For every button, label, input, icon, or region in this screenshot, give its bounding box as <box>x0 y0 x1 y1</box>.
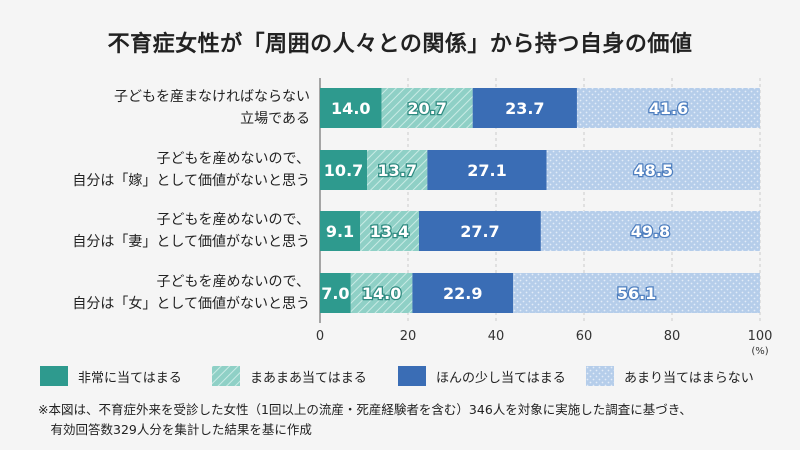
category-label: 子どもを産めないので、 自分は「妻」として価値がないと思う <box>72 212 310 250</box>
bar-segment <box>419 211 541 251</box>
bar-segment <box>513 273 760 313</box>
bar-segment <box>427 150 547 190</box>
data-label: 49.8 <box>631 222 670 241</box>
data-label: 27.1 <box>467 161 506 180</box>
bar-segment <box>320 273 351 313</box>
data-label: 20.7 <box>407 99 446 118</box>
legend-label: あまり当てはまらない <box>624 370 754 386</box>
category-label: 子どもを産まなければならない 立場である <box>114 89 310 127</box>
x-tick-label: 20 <box>400 329 417 344</box>
data-label: 13.4 <box>370 222 409 241</box>
plot-area: 14.0 20.7 23.7 41.6 10.7 13.7 27.1 48.5 9.1 13.4 2… <box>316 78 773 357</box>
bar-segment <box>367 150 428 190</box>
data-label: 10.7 <box>324 161 363 180</box>
data-label: 14.0 <box>362 284 401 303</box>
data-label: 56.1 <box>617 284 656 303</box>
x-tick-label: 40 <box>488 329 505 344</box>
x-unit-label: (%) <box>751 346 768 357</box>
bar-segment <box>381 88 473 128</box>
bar-segment <box>472 88 577 128</box>
bar-segment <box>546 150 760 190</box>
legend-swatch <box>40 366 68 386</box>
legend-item: まあまあ当てはまる <box>212 366 367 386</box>
legend-label: ほんの少し当てはまる <box>436 370 566 386</box>
category-label: 子どもを産めないので、 自分は「女」として価値がないと思う <box>72 274 310 312</box>
chart-title: 不育症女性が「周囲の人々との関係」から持つ自身の価値 <box>107 32 693 57</box>
data-label: 23.7 <box>505 99 544 118</box>
bar-segment <box>320 88 382 128</box>
data-label: 13.7 <box>377 161 416 180</box>
category-label: 子どもを産めないので、 自分は「嫁」として価値がないと思う <box>72 151 310 189</box>
bar-segment <box>350 273 413 313</box>
bar-segment <box>320 150 368 190</box>
bar-segment <box>540 211 760 251</box>
bar-segment <box>576 88 760 128</box>
x-tick-label: 0 <box>316 329 324 344</box>
legend-label: 非常に当てはまる <box>78 370 182 386</box>
bar-segment <box>320 211 361 251</box>
x-tick-label: 100 <box>748 329 773 344</box>
footnote: ※本図は、不育症外来を受診した女性（1回以上の流産・死産経験者を含む）346人を… <box>38 402 692 437</box>
data-label: 27.7 <box>460 222 499 241</box>
data-label: 41.6 <box>649 99 688 118</box>
bar-segment <box>360 211 419 251</box>
x-tick-label: 60 <box>576 329 593 344</box>
data-label: 14.0 <box>331 99 370 118</box>
legend-swatch <box>398 366 426 386</box>
legend-item: ほんの少し当てはまる <box>398 366 566 386</box>
data-label: 7.0 <box>321 284 349 303</box>
data-label: 9.1 <box>326 222 354 241</box>
legend-label: まあまあ当てはまる <box>250 370 367 386</box>
legend-item: 非常に当てはまる <box>40 366 182 386</box>
data-label: 48.5 <box>634 161 673 180</box>
bar-segment <box>412 273 514 313</box>
x-tick-label: 80 <box>664 329 681 344</box>
legend-swatch <box>212 366 240 386</box>
data-label: 22.9 <box>443 284 482 303</box>
legend-swatch <box>586 366 614 386</box>
legend-item: あまり当てはまらない <box>586 366 754 386</box>
